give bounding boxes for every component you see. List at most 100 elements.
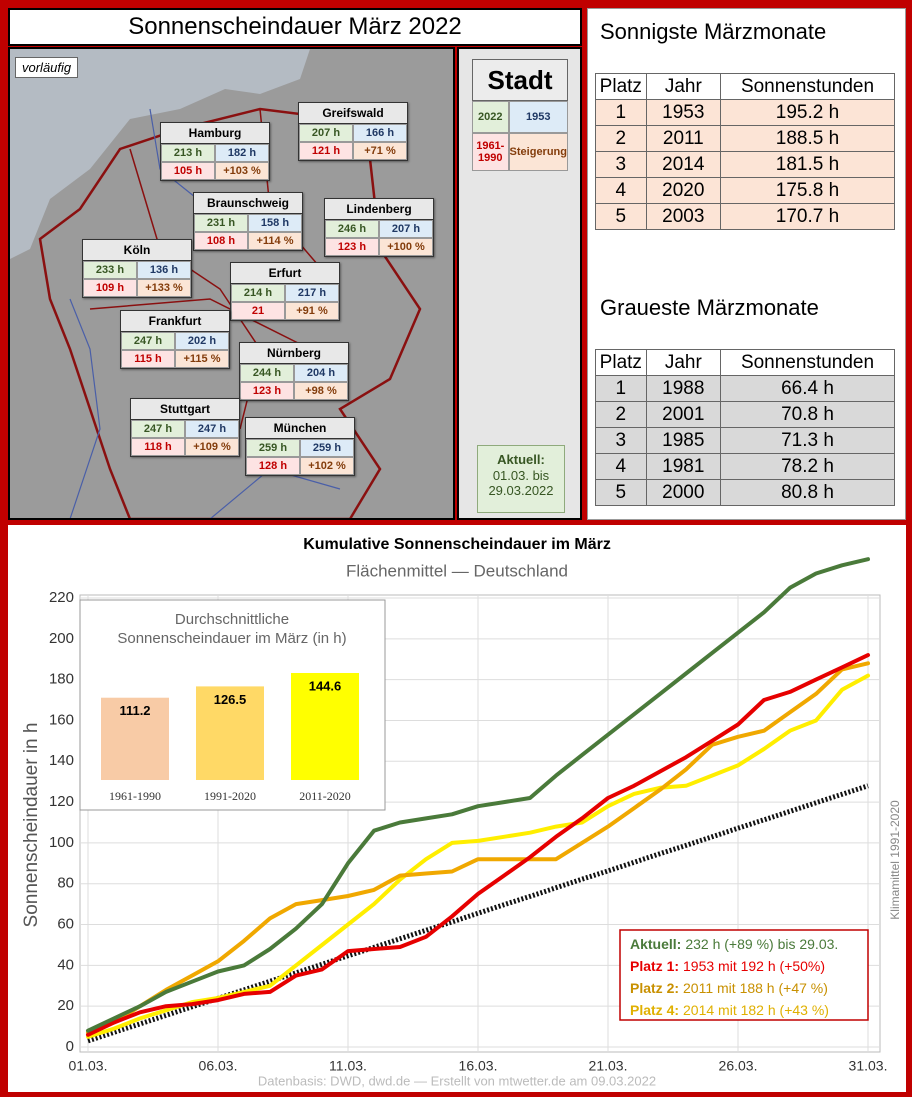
city-value: +115 %	[175, 350, 229, 368]
city-values: 246 h 207 h 123 h +100 %	[325, 220, 433, 256]
header-cell: Sonnenstunden	[720, 73, 895, 100]
table-cell: 1953	[645, 99, 722, 126]
chart-subtitle: Flächenmittel — Deutschland	[346, 561, 568, 580]
map: vorläufig Hamburg 213 h 182 h 105 h +103 % Gr…	[8, 47, 455, 520]
x-tick-label: 26.03.	[719, 1058, 758, 1074]
ranking-table: Platz Jahr Sonnenstunden 1 1988 66.4 h 2 2001 70…	[595, 349, 895, 506]
city-name: Hamburg	[161, 123, 269, 144]
table-cell: 80.8 h	[720, 479, 895, 506]
chart: 0 20 40 60 80 100 120 140 160 180 200 220 01.03. 06.0…	[21, 536, 902, 1088]
header-cell: Jahr	[645, 349, 722, 376]
city-values: 247 h 202 h 115 h +115 %	[121, 332, 229, 368]
table-row: 5 2000 80.8 h	[595, 479, 895, 506]
city-value: 204 h	[294, 364, 348, 382]
table-row: 3 2014 181.5 h	[595, 151, 895, 178]
y-tick-label: 120	[49, 793, 74, 810]
city-value: 166 h	[353, 124, 407, 142]
series-line	[86, 653, 870, 1037]
y-axis-label: Sonnenscheindauer in h	[21, 723, 42, 928]
city-value: +98 %	[294, 382, 348, 400]
y-tick-label: 100	[49, 834, 74, 851]
header-cell: Jahr	[645, 73, 722, 100]
series-line	[86, 557, 870, 1033]
city-value: 121 h	[299, 142, 353, 160]
legend-box	[619, 929, 869, 1021]
city-value: 214 h	[231, 284, 285, 302]
legend-cell: 1961-1990	[472, 133, 509, 171]
x-tick-label: 21.03.	[589, 1058, 628, 1074]
map-legend: Stadt 2022 1953 1961-1990 Steigerung Aktuel…	[457, 47, 582, 520]
legend-text: 2014 mit 182 h (+43 %)	[683, 1002, 829, 1018]
city-value: 109 h	[83, 279, 137, 297]
city-value: 118 h	[131, 438, 185, 456]
city-value: 182 h	[215, 144, 269, 162]
series-line	[86, 673, 870, 1039]
legend-cell: 1953	[508, 101, 568, 133]
y-tick-label: 60	[57, 916, 74, 933]
page-title: Sonnenscheindauer März 2022	[8, 8, 582, 46]
city-value: 233 h	[83, 261, 137, 279]
table-cell: 4	[595, 177, 647, 204]
city-card: Nürnberg 244 h 204 h 123 h +98 %	[239, 342, 349, 401]
table-cell: 195.2 h	[720, 99, 895, 126]
bar-value: 144.6	[309, 678, 342, 693]
bar-value: 111.2	[119, 703, 150, 718]
table-cell: 5	[595, 203, 647, 230]
x-tick-label: 06.03.	[199, 1058, 238, 1074]
city-values: 244 h 204 h 123 h +98 %	[240, 364, 348, 400]
city-value: 247 h	[185, 420, 239, 438]
x-tick-label: 11.03.	[329, 1058, 367, 1074]
table-cell: 2020	[645, 177, 722, 204]
city-name: Greifswald	[299, 103, 407, 124]
table-row: 2 2001 70.8 h	[595, 401, 895, 428]
table-cell: 2000	[645, 479, 722, 506]
city-value: +91 %	[285, 302, 339, 320]
legend-name: Platz 1:	[630, 958, 679, 974]
x-tick-label: 1961-1990	[109, 789, 161, 803]
city-value: 259 h	[300, 439, 354, 457]
y-tick-label: 140	[49, 752, 74, 769]
city-name: Nürnberg	[240, 343, 348, 364]
table-cell: 188.5 h	[720, 125, 895, 152]
bar	[101, 697, 169, 780]
table-cell: 2003	[645, 203, 722, 230]
x-tick-label: 16.03.	[459, 1058, 498, 1074]
legend-entry: Platz 1: 1953 mit 192 h (+50%)	[630, 958, 825, 974]
bar-value: 126.5	[214, 692, 247, 707]
period-label: Aktuell:	[497, 452, 545, 467]
table-cell: 1981	[645, 453, 722, 480]
city-value: +100 %	[379, 238, 433, 256]
city-value: 136 h	[137, 261, 191, 279]
chart-panel: 0 20 40 60 80 100 120 140 160 180 200 220 01.03. 06.0…	[8, 525, 906, 1092]
header-row: Platz Jahr Sonnenstunden	[595, 73, 895, 100]
y-tick-label: 20	[57, 997, 74, 1014]
city-value: 244 h	[240, 364, 294, 382]
city-name: Erfurt	[231, 263, 339, 284]
city-value: 217 h	[285, 284, 339, 302]
table-cell: 4	[595, 453, 647, 480]
table-row: 4 1981 78.2 h	[595, 453, 895, 480]
table-cell: 3	[595, 151, 647, 178]
legend-cell: 2022	[472, 101, 509, 133]
x-tick-label: 1991-2020	[204, 789, 256, 803]
table-row: 1 1988 66.4 h	[595, 375, 895, 402]
bar	[291, 672, 359, 780]
table-cell: 3	[595, 427, 647, 454]
y-tick-label: 220	[49, 589, 74, 606]
city-value: 246 h	[325, 220, 379, 238]
table-title: Sonnigste Märzmonate	[600, 19, 827, 44]
table-cell: 175.8 h	[720, 177, 895, 204]
city-values: 207 h 166 h 121 h +71 %	[299, 124, 407, 160]
city-card: Frankfurt 247 h 202 h 115 h +115 %	[120, 310, 230, 369]
table-cell: 78.2 h	[720, 453, 895, 480]
city-value: 202 h	[175, 332, 229, 350]
city-value: +109 %	[185, 438, 239, 456]
inset-title: Durchschnittliche	[175, 611, 289, 628]
header-cell: Sonnenstunden	[720, 349, 895, 376]
period-box: Aktuell: 01.03. bis 29.03.2022	[477, 445, 565, 513]
chart-title: Kumulative Sonnenscheindauer im März	[303, 536, 611, 553]
city-values: 231 h 158 h 108 h +114 %	[194, 214, 302, 250]
bar	[196, 686, 264, 780]
legend-cell: Steigerung	[508, 133, 568, 171]
city-name: München	[246, 418, 354, 439]
